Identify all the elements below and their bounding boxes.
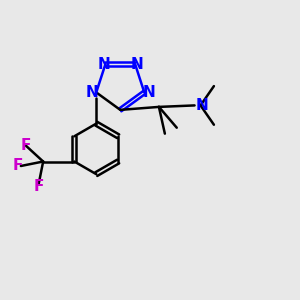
Text: F: F <box>13 158 23 173</box>
Text: N: N <box>98 57 110 72</box>
Text: N: N <box>130 57 143 72</box>
Text: N: N <box>196 98 209 113</box>
Text: N: N <box>142 85 155 100</box>
Text: N: N <box>85 85 98 100</box>
Text: F: F <box>20 138 31 153</box>
Text: F: F <box>34 179 44 194</box>
